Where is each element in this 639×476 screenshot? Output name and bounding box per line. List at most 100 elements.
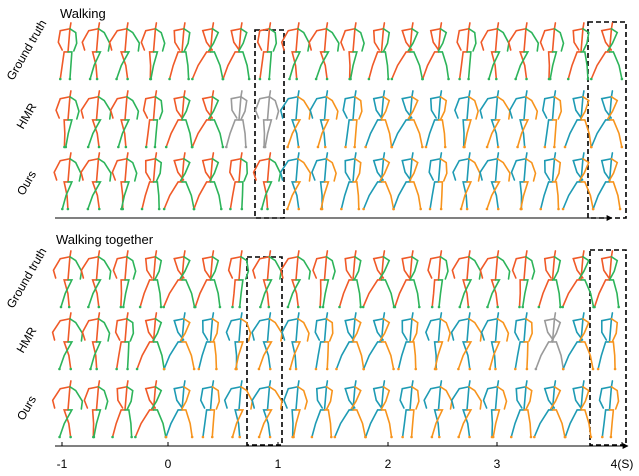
bone bbox=[410, 387, 412, 410]
joint bbox=[64, 146, 67, 149]
skeleton bbox=[335, 313, 365, 370]
joint bbox=[68, 306, 71, 309]
joint bbox=[238, 306, 241, 309]
bone bbox=[497, 23, 498, 29]
limb bbox=[563, 182, 581, 209]
bone bbox=[355, 91, 356, 97]
bone bbox=[325, 97, 327, 120]
limb bbox=[392, 52, 410, 79]
limb bbox=[152, 387, 161, 409]
bone bbox=[583, 381, 584, 387]
bone bbox=[298, 381, 299, 387]
limb bbox=[298, 257, 310, 279]
skeleton bbox=[564, 381, 592, 438]
skeleton bbox=[452, 313, 482, 370]
joint bbox=[241, 208, 244, 211]
limb bbox=[553, 280, 561, 307]
limb bbox=[326, 257, 335, 279]
skeleton bbox=[84, 381, 107, 438]
bone bbox=[70, 153, 71, 159]
joint bbox=[69, 368, 72, 371]
joint bbox=[495, 78, 498, 81]
limb bbox=[469, 159, 480, 181]
limb bbox=[164, 342, 182, 369]
tick-label: 4(S) bbox=[611, 457, 634, 471]
row-label: HMR bbox=[14, 324, 40, 355]
limb bbox=[351, 387, 361, 409]
limb bbox=[408, 29, 418, 51]
limb bbox=[536, 342, 553, 369]
limb bbox=[241, 97, 247, 119]
skeleton bbox=[253, 251, 281, 308]
bone bbox=[524, 159, 526, 182]
tick-label: 3 bbox=[494, 457, 501, 471]
bone bbox=[268, 29, 270, 52]
limb bbox=[211, 52, 223, 79]
joint bbox=[349, 78, 352, 81]
limb bbox=[241, 257, 248, 279]
limb bbox=[380, 319, 389, 341]
bone bbox=[155, 251, 156, 257]
bone bbox=[241, 23, 242, 29]
skeleton bbox=[510, 381, 532, 438]
bone bbox=[526, 313, 527, 319]
bone bbox=[184, 251, 185, 257]
bone bbox=[98, 381, 99, 387]
limb bbox=[581, 120, 591, 147]
bone bbox=[127, 153, 128, 159]
bone bbox=[325, 387, 327, 410]
joint bbox=[238, 436, 241, 439]
bone bbox=[97, 319, 99, 342]
skeleton bbox=[191, 23, 224, 80]
joint bbox=[220, 208, 223, 211]
limb bbox=[298, 319, 309, 341]
joint bbox=[194, 306, 197, 309]
limb bbox=[127, 29, 139, 51]
skeleton bbox=[391, 23, 424, 80]
limb bbox=[369, 52, 382, 79]
limb bbox=[480, 257, 497, 278]
limb bbox=[341, 182, 353, 209]
bone bbox=[70, 381, 71, 387]
joint bbox=[431, 306, 434, 309]
bone bbox=[383, 23, 384, 29]
limb bbox=[70, 29, 77, 51]
bone bbox=[439, 97, 441, 120]
skeleton bbox=[141, 153, 161, 210]
joint bbox=[364, 436, 367, 439]
joint bbox=[533, 436, 536, 439]
limb bbox=[269, 29, 276, 51]
joint bbox=[467, 306, 470, 309]
skeleton bbox=[191, 91, 224, 148]
joint bbox=[469, 368, 472, 371]
joint bbox=[258, 368, 261, 371]
joint bbox=[165, 146, 168, 149]
joint bbox=[292, 436, 295, 439]
bone bbox=[440, 313, 441, 319]
limb bbox=[260, 280, 271, 307]
limb bbox=[432, 280, 438, 307]
joint bbox=[494, 368, 497, 371]
skeleton bbox=[310, 91, 338, 148]
limb bbox=[423, 52, 439, 79]
bone bbox=[296, 257, 298, 280]
bone bbox=[182, 29, 184, 52]
bone bbox=[554, 251, 555, 257]
joint bbox=[590, 436, 593, 439]
joint bbox=[467, 78, 470, 81]
bone bbox=[239, 257, 241, 280]
joint bbox=[553, 146, 556, 149]
bone bbox=[467, 319, 469, 342]
bone bbox=[97, 257, 99, 280]
bone bbox=[355, 23, 356, 29]
limb bbox=[110, 29, 127, 50]
joint bbox=[117, 146, 120, 149]
skeleton bbox=[338, 251, 362, 308]
joint bbox=[434, 368, 437, 371]
panel-title: Walking bbox=[60, 6, 106, 21]
bone bbox=[296, 97, 298, 120]
limb bbox=[440, 387, 451, 409]
skeleton bbox=[162, 251, 195, 308]
bone bbox=[383, 251, 384, 257]
skeleton bbox=[429, 153, 447, 210]
